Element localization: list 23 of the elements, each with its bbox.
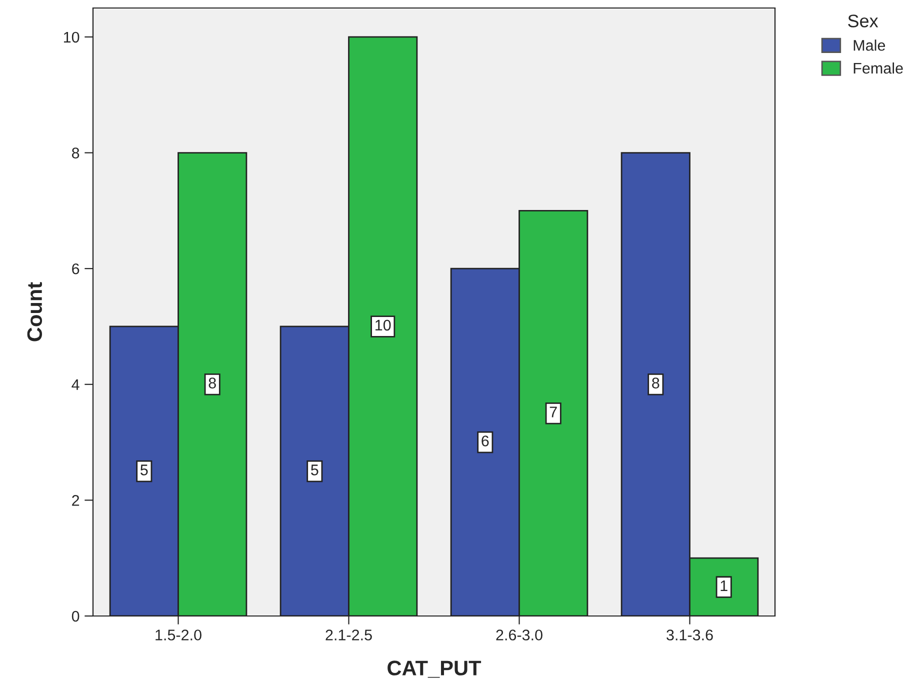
- y-tick-label: 4: [72, 379, 80, 390]
- x-tick-label: 2.1-2.5: [326, 630, 372, 640]
- data-label: 7: [550, 406, 557, 418]
- data-label: 1: [720, 580, 728, 591]
- x-tick-label: 1.5-2.0: [156, 630, 202, 640]
- y-tick-label: 8: [72, 148, 80, 158]
- data-label: 8: [652, 378, 660, 388]
- y-tick-label: 6: [72, 263, 80, 274]
- data-label: 10: [376, 320, 391, 331]
- data-label: 6: [482, 436, 489, 446]
- legend-title: Sex: [848, 14, 878, 28]
- y-tick-label: 10: [64, 32, 80, 43]
- x-tick-label: 3.1-3.6: [666, 630, 713, 640]
- x-tick-label: 2.6-3.0: [496, 630, 542, 640]
- y-axis-title: Count: [27, 282, 42, 342]
- legend-label: Male: [854, 40, 886, 51]
- data-label: 5: [140, 464, 148, 476]
- y-tick-label: 0: [72, 610, 80, 622]
- y-tick-label: 2: [72, 495, 80, 506]
- legend-label: Female: [854, 62, 903, 74]
- x-axis-title: CAT_PUT: [388, 660, 482, 678]
- data-label: 5: [311, 464, 318, 476]
- data-label: 8: [208, 378, 216, 388]
